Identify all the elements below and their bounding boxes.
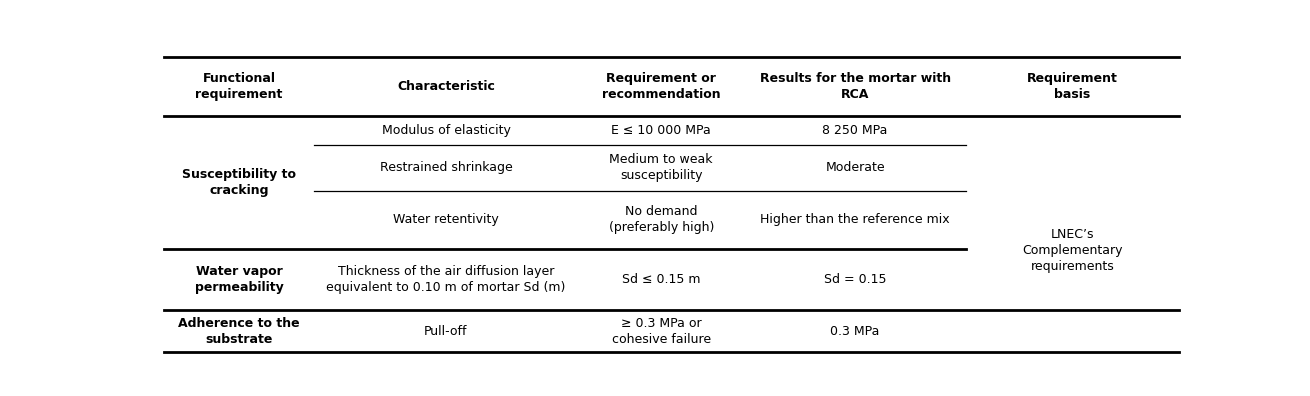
Text: No demand
(preferably high): No demand (preferably high) — [609, 205, 714, 234]
Text: Susceptibility to
cracking: Susceptibility to cracking — [182, 168, 296, 197]
Text: LNEC’s
Complementary
requirements: LNEC’s Complementary requirements — [1022, 228, 1123, 273]
Text: Medium to weak
susceptibility: Medium to weak susceptibility — [609, 154, 713, 183]
Text: ≥ 0.3 MPa or
cohesive failure: ≥ 0.3 MPa or cohesive failure — [612, 316, 711, 346]
Text: Sd = 0.15: Sd = 0.15 — [824, 273, 887, 286]
Text: Results for the mortar with
RCA: Results for the mortar with RCA — [760, 72, 951, 101]
Text: Modulus of elasticity: Modulus of elasticity — [381, 124, 511, 137]
Text: Sd ≤ 0.15 m: Sd ≤ 0.15 m — [622, 273, 701, 286]
Text: Water vapor
permeability: Water vapor permeability — [194, 265, 283, 294]
Text: Adherence to the
substrate: Adherence to the substrate — [178, 316, 300, 346]
Text: Water retentivity: Water retentivity — [393, 213, 499, 226]
Text: Requirement or
recommendation: Requirement or recommendation — [601, 72, 721, 101]
Text: Thickness of the air diffusion layer
equivalent to 0.10 m of mortar Sd (m): Thickness of the air diffusion layer equ… — [326, 265, 566, 294]
Text: Requirement
basis: Requirement basis — [1027, 72, 1117, 101]
Text: Moderate: Moderate — [825, 162, 886, 175]
Text: E ≤ 10 000 MPa: E ≤ 10 000 MPa — [612, 124, 711, 137]
Text: Pull-off: Pull-off — [424, 325, 468, 338]
Text: Functional
requirement: Functional requirement — [195, 72, 283, 101]
Text: Characteristic: Characteristic — [397, 80, 495, 93]
Text: Restrained shrinkage: Restrained shrinkage — [380, 162, 512, 175]
Text: 8 250 MPa: 8 250 MPa — [823, 124, 888, 137]
Text: 0.3 MPa: 0.3 MPa — [831, 325, 880, 338]
Text: Higher than the reference mix: Higher than the reference mix — [760, 213, 950, 226]
